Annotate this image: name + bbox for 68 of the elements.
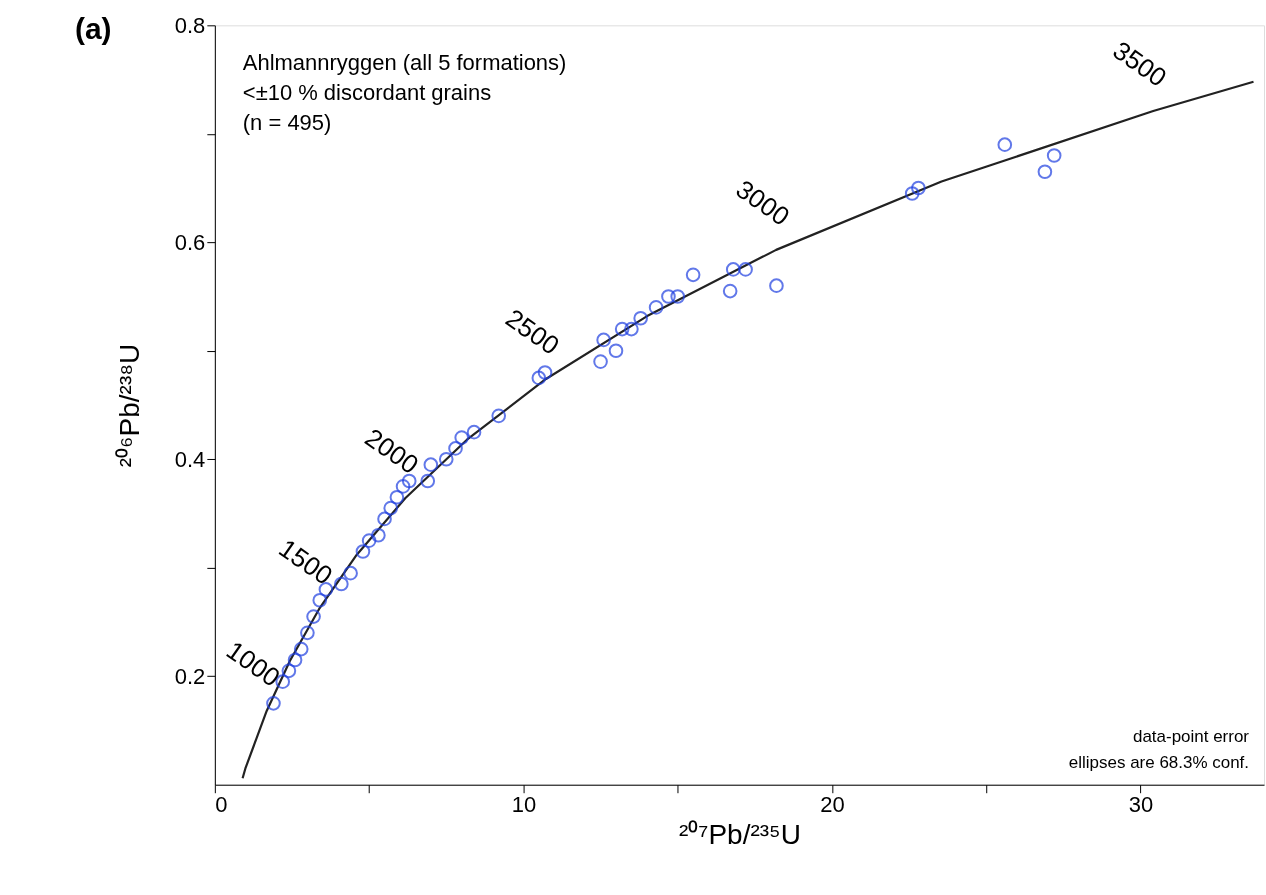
point xyxy=(361,533,377,548)
x-axis-title: ²⁰⁷Pb/²³⁵U xyxy=(678,819,801,851)
point xyxy=(383,500,399,516)
annotation: 3500 xyxy=(1107,35,1173,93)
point xyxy=(306,609,321,624)
point xyxy=(395,479,411,494)
y-tick-label: 0.2 xyxy=(174,663,206,689)
x-tick-label: 30 xyxy=(1128,792,1154,818)
point xyxy=(685,267,701,283)
point xyxy=(334,576,349,592)
y-tick-label: 0.8 xyxy=(174,12,206,38)
point xyxy=(300,625,315,641)
x-tick-label: 10 xyxy=(511,792,537,818)
point xyxy=(633,310,648,326)
point xyxy=(608,343,624,359)
point xyxy=(1046,148,1062,163)
point xyxy=(355,544,371,559)
y-axis-title: ²⁰⁶Pb/²³⁸U xyxy=(113,343,145,468)
x-tick-label: 0 xyxy=(215,792,228,818)
point xyxy=(769,278,784,293)
annotation: data-point error xyxy=(1133,726,1250,746)
point xyxy=(423,457,439,472)
point xyxy=(624,321,639,337)
annotation: 3000 xyxy=(730,173,796,232)
text: <±10 % discordant grains xyxy=(242,80,492,106)
y-tick-label: 0.4 xyxy=(174,446,206,472)
point xyxy=(454,430,470,445)
point xyxy=(377,511,392,527)
annotation: ellipses are 68.3% conf. xyxy=(1068,752,1250,772)
annotation: 2500 xyxy=(500,302,565,361)
x-tick-label: 20 xyxy=(820,792,845,818)
point xyxy=(281,663,297,679)
point xyxy=(648,300,664,315)
point xyxy=(670,289,686,304)
point xyxy=(722,283,738,299)
point xyxy=(318,582,334,597)
point xyxy=(312,592,328,608)
point xyxy=(466,424,482,440)
point xyxy=(438,451,454,467)
text: (n = 495) xyxy=(242,110,332,136)
point xyxy=(531,370,547,386)
point xyxy=(537,365,553,380)
point xyxy=(911,180,926,196)
chart-title: (a) xyxy=(74,12,112,46)
y-tick-label: 0.6 xyxy=(174,229,206,255)
point xyxy=(491,408,507,424)
annotation: 1500 xyxy=(273,532,339,591)
point xyxy=(266,696,281,711)
point xyxy=(389,489,405,505)
point xyxy=(725,262,741,277)
point xyxy=(593,354,608,369)
point xyxy=(738,262,753,277)
point xyxy=(420,473,436,489)
annotation: 2000 xyxy=(359,422,425,481)
point xyxy=(614,321,630,337)
point xyxy=(293,641,309,657)
point xyxy=(904,186,920,201)
point xyxy=(401,473,417,489)
point xyxy=(371,527,386,543)
point xyxy=(596,332,611,348)
point xyxy=(287,652,303,668)
point xyxy=(343,565,358,581)
annotation: 1000 xyxy=(221,634,286,693)
point xyxy=(1037,164,1053,180)
point xyxy=(448,441,463,456)
point xyxy=(997,137,1013,152)
point xyxy=(661,289,676,304)
text: Ahlmannryggen (all 5 formations) xyxy=(242,50,567,76)
